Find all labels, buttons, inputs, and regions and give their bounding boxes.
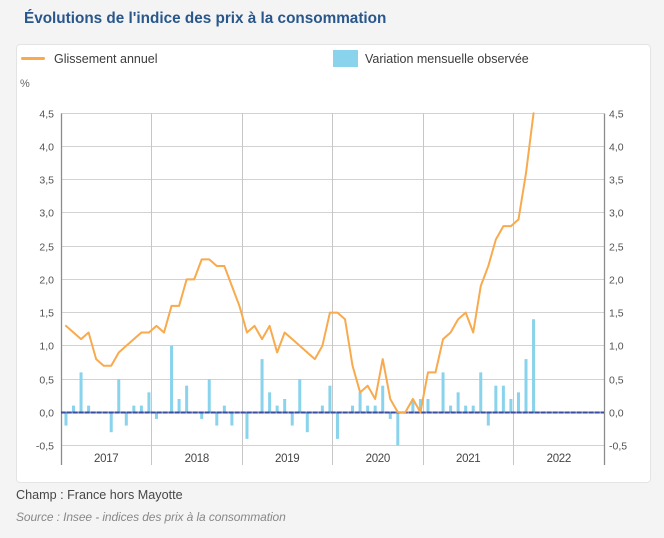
svg-text:0,5: 0,5 <box>39 374 54 386</box>
svg-text:1,0: 1,0 <box>609 340 624 352</box>
svg-text:-0,5: -0,5 <box>609 440 627 452</box>
svg-text:2020: 2020 <box>366 453 390 465</box>
svg-text:2,5: 2,5 <box>39 241 54 253</box>
svg-text:2017: 2017 <box>94 453 118 465</box>
svg-text:2021: 2021 <box>456 453 480 465</box>
svg-text:0,5: 0,5 <box>609 374 624 386</box>
svg-text:4,5: 4,5 <box>39 108 54 120</box>
svg-text:1,5: 1,5 <box>39 307 54 319</box>
svg-text:4,0: 4,0 <box>609 141 624 153</box>
svg-text:3,0: 3,0 <box>609 207 624 219</box>
svg-text:1,0: 1,0 <box>39 340 54 352</box>
svg-text:2,5: 2,5 <box>609 241 624 253</box>
svg-text:0,0: 0,0 <box>609 407 624 419</box>
svg-text:4,5: 4,5 <box>609 108 624 120</box>
svg-text:4,0: 4,0 <box>39 141 54 153</box>
svg-text:3,0: 3,0 <box>39 207 54 219</box>
svg-text:-0,5: -0,5 <box>36 440 54 452</box>
svg-text:2018: 2018 <box>185 453 209 465</box>
svg-text:0,0: 0,0 <box>39 407 54 419</box>
svg-text:2,0: 2,0 <box>609 274 624 286</box>
svg-text:3,5: 3,5 <box>39 174 54 186</box>
svg-text:1,5: 1,5 <box>609 307 624 319</box>
svg-text:2022: 2022 <box>547 453 571 465</box>
svg-text:2019: 2019 <box>275 453 299 465</box>
svg-text:2,0: 2,0 <box>39 274 54 286</box>
svg-text:3,5: 3,5 <box>609 174 624 186</box>
